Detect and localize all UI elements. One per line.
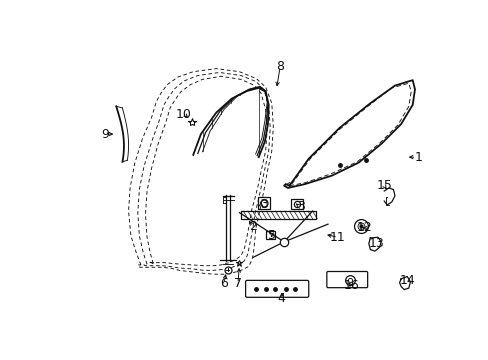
Text: 5: 5 bbox=[267, 229, 275, 242]
FancyBboxPatch shape bbox=[290, 199, 302, 209]
Text: 3: 3 bbox=[260, 198, 267, 211]
FancyBboxPatch shape bbox=[326, 271, 367, 288]
Text: 12: 12 bbox=[356, 221, 371, 234]
Text: 8: 8 bbox=[276, 60, 284, 73]
Text: 6: 6 bbox=[220, 277, 227, 290]
Text: 14: 14 bbox=[399, 274, 414, 287]
Text: 13: 13 bbox=[368, 237, 384, 250]
Text: 1: 1 bbox=[414, 150, 422, 164]
Text: 4: 4 bbox=[277, 292, 285, 305]
FancyBboxPatch shape bbox=[257, 197, 270, 209]
Text: 15: 15 bbox=[375, 179, 391, 192]
Text: 2: 2 bbox=[249, 220, 257, 233]
Text: 16: 16 bbox=[343, 279, 358, 292]
Text: 3: 3 bbox=[297, 200, 305, 213]
Text: 7: 7 bbox=[233, 277, 242, 290]
Bar bbox=[241, 211, 316, 219]
Text: 9: 9 bbox=[101, 127, 108, 140]
Text: 10: 10 bbox=[176, 108, 192, 121]
Bar bbox=[265, 231, 274, 239]
FancyBboxPatch shape bbox=[245, 280, 308, 297]
Text: 11: 11 bbox=[329, 231, 345, 244]
